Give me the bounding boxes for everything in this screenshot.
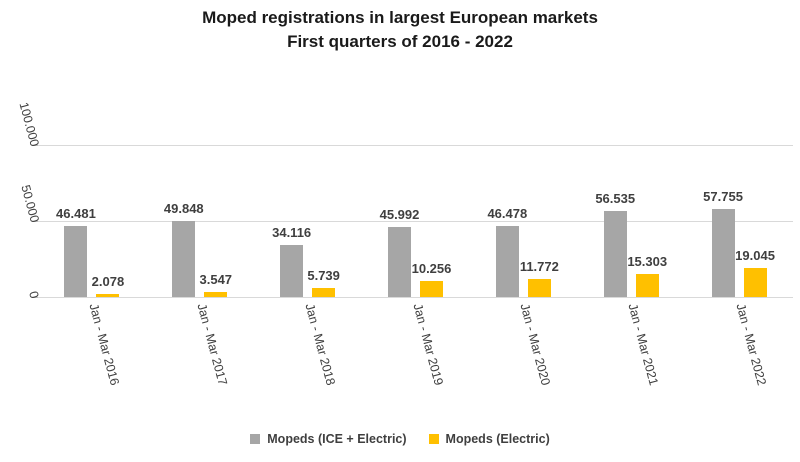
legend-swatch-ice <box>250 434 261 444</box>
legend: Mopeds (ICE + Electric) Mopeds (Electric) <box>0 432 800 446</box>
bar-value-ice-2016: 46.481 <box>56 206 96 222</box>
bar-ice-2016 <box>64 226 88 297</box>
y-tick-mark-50.000 <box>32 221 38 222</box>
x-axis-label-text: Jan - Mar 2022 <box>733 302 769 387</box>
bar-value-electric-2020: 11.772 <box>519 259 559 275</box>
legend-swatch-electric <box>428 434 439 444</box>
bar-value-ice-2017: 49.848 <box>163 201 204 217</box>
legend-label-electric: Mopeds (Electric) <box>445 432 550 446</box>
bar-electric-2021 <box>635 273 659 297</box>
bar-value-ice-2020: 46.478 <box>487 206 528 222</box>
bar-value-electric-2019: 10.256 <box>411 261 452 277</box>
bar-value-electric-2017: 3.547 <box>199 271 233 287</box>
x-axis-label-text: Jan - Mar 2016 <box>86 302 122 387</box>
y-axis-label-text: 50.000 <box>18 183 42 224</box>
legend-item-ice: Mopeds (ICE + Electric) <box>250 432 407 446</box>
bar-value-ice-2021: 56.535 <box>595 191 636 207</box>
bar-ice-2017 <box>172 221 196 297</box>
bar-ice-2019 <box>388 227 411 297</box>
x-axis-label-text: Jan - Mar 2017 <box>194 302 230 387</box>
x-axis-label-text: Jan - Mar 2021 <box>625 302 661 387</box>
bar-electric-2018 <box>312 288 336 297</box>
gridline-100.000 <box>38 145 793 146</box>
bar-ice-2020 <box>495 226 519 297</box>
gridline-50.000 <box>38 221 793 222</box>
x-axis-label-text: Jan - Mar 2018 <box>302 302 338 387</box>
gridline-0 <box>38 297 793 298</box>
chart-title: Moped registrations in largest European … <box>0 6 800 54</box>
bar-electric-2016 <box>96 293 120 297</box>
bar-value-ice-2018: 34.116 <box>272 225 312 241</box>
bar-ice-2022 <box>711 209 735 297</box>
chart-title-line1: Moped registrations in largest European … <box>202 8 598 27</box>
bar-value-electric-2018: 5.739 <box>307 268 340 284</box>
bar-value-electric-2016: 2.078 <box>91 273 125 289</box>
legend-label-ice: Mopeds (ICE + Electric) <box>267 432 407 446</box>
bar-value-ice-2019: 45.992 <box>379 207 420 223</box>
bar-electric-2017 <box>204 291 228 297</box>
y-axis-label-text: 0 <box>26 289 42 300</box>
bar-electric-2020 <box>527 279 551 297</box>
bar-electric-2019 <box>420 281 443 297</box>
y-tick-mark-0 <box>32 297 38 298</box>
bar-ice-2018 <box>280 245 304 297</box>
bar-electric-2022 <box>743 268 767 297</box>
x-axis-label-text: Jan - Mar 2019 <box>409 302 446 387</box>
bar-value-ice-2022: 57.755 <box>703 189 743 205</box>
y-axis-label-text: 100.000 <box>16 100 42 148</box>
bar-value-electric-2022: 19.045 <box>735 248 775 264</box>
x-axis-label-text: Jan - Mar 2020 <box>517 302 554 387</box>
y-tick-mark-100.000 <box>32 145 38 146</box>
chart-title-line2: First quarters of 2016 - 2022 <box>287 32 513 51</box>
bar-value-electric-2021: 15.303 <box>627 253 668 269</box>
bar-ice-2021 <box>603 211 627 297</box>
legend-item-electric: Mopeds (Electric) <box>428 432 550 446</box>
